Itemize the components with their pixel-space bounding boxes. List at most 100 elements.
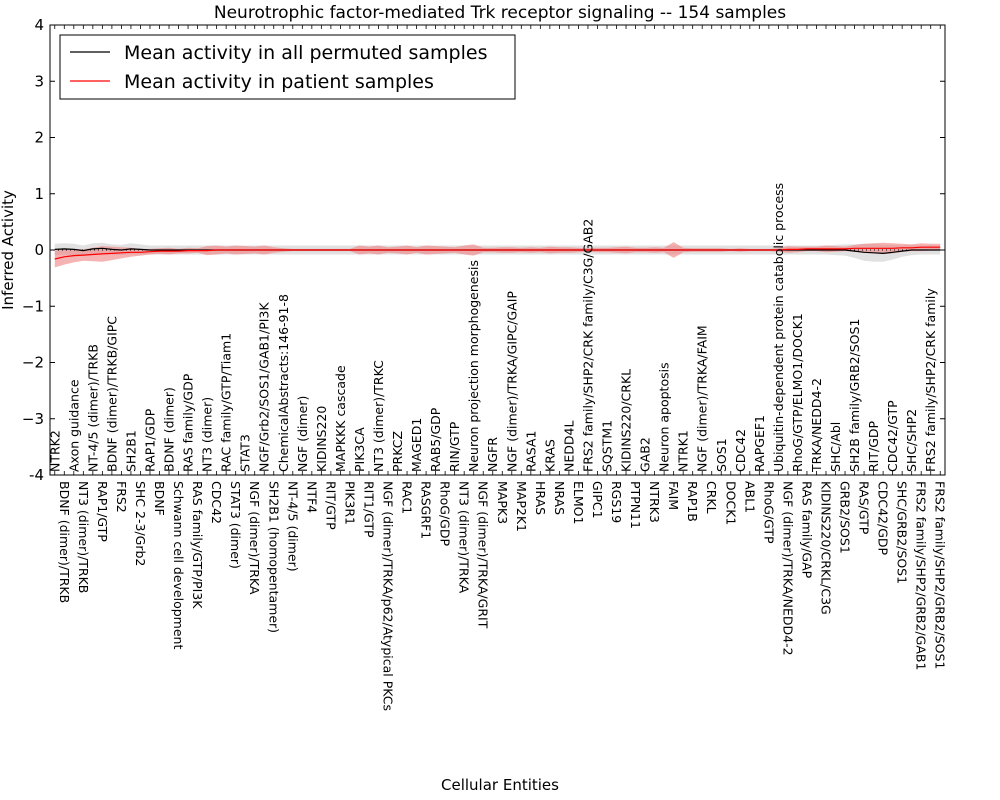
x-tick-label: RAS family/GAP (799, 481, 814, 579)
x-tick-label: SOS1 (714, 438, 729, 472)
x-tick-label: RASGRF1 (419, 481, 434, 539)
y-tick-label: −2 (22, 354, 44, 372)
legend-box (59, 34, 516, 100)
x-tick-label: GAB2 (638, 437, 653, 472)
x-tick-label: SH2B1 (homopentamer) (266, 481, 281, 633)
legend: Mean activity in all permuted samples Me… (59, 34, 516, 100)
x-tick-label: FRS2 family/SHP2/CRK family/C3G/GAB2 (581, 219, 596, 472)
x-tick-label: NRAS (552, 481, 567, 515)
x-tick-label: NGF (dimer)/TRKA/FAIM (695, 325, 710, 472)
x-tick-label: NGF (dimer)/TRKA/GIPC/GAIP (504, 291, 519, 472)
x-tick-label: NTRK1 (676, 430, 691, 472)
x-tick-label: NT3 (dimer)/TRKA (457, 481, 472, 594)
x-tick-label: FRS2 family/SHP2/GRB2/SOS1 (933, 481, 948, 669)
x-tick-label: DOCK1 (723, 481, 738, 525)
x-tick-label: CDC42/GTP (885, 400, 900, 472)
x-tick-label: Ubiquitin-dependent protein catabolic pr… (771, 183, 786, 472)
x-tick-label: RASA1 (523, 431, 538, 472)
x-tick-label: NGF (dimer)/TRKA/p62/Atypical PKCs (381, 481, 396, 711)
y-tick-label: 1 (34, 185, 44, 203)
x-tick-label: CDC42 (733, 429, 748, 472)
x-tick-label: NGF (dimer) (295, 396, 310, 472)
y-tick-label: 0 (34, 241, 44, 259)
x-tick-label: NTRK2 (47, 430, 62, 472)
x-tick-label: NEDD4L (561, 421, 576, 472)
y-tick-label: −1 (22, 297, 44, 315)
x-tick-label: FAIM (666, 481, 681, 510)
x-tick-label: RhoG/GDP (438, 481, 453, 546)
x-tick-label: MAGED1 (409, 418, 424, 472)
x-tick-label: Axon guidance (66, 379, 81, 472)
x-tick-label: ChemicalAbstracts:146-91-8 (276, 294, 291, 472)
x-tick-label: SH2B1 (123, 430, 138, 472)
x-tick-label: MAPK3 (495, 481, 510, 524)
x-tick-label: CRKL (704, 481, 719, 514)
x-tick-label: RAC1 (400, 481, 415, 514)
x-tick-label: NGF/Grb2/SOS1/GAB1/PI3K (257, 302, 272, 472)
x-tick-label: SH2B family/GRB2/SOS1 (847, 319, 862, 472)
x-tick-label: BDNF (dimer)/TRKB/GIPC (104, 316, 119, 472)
x-tick-label: NT3 (dimer)/TRKB (76, 481, 91, 593)
y-tick-label: −3 (22, 410, 44, 428)
x-tick-label: RAB5/GDP (428, 407, 443, 472)
x-tick-label: ABL1 (742, 481, 757, 513)
x-tick-label: RAS family/GDP (181, 373, 196, 472)
x-tick-label: CDC42 (209, 481, 224, 524)
x-tick-label: NT-4/5 (dimer)/TRKB (85, 344, 100, 472)
x-tick-label: NT3 (dimer)/TRKC (371, 360, 386, 472)
x-tick-label: KIDINS220 (314, 406, 329, 472)
x-tick-label: FRS2 (114, 481, 129, 513)
legend-label-patient: Mean activity in patient samples (124, 71, 434, 93)
x-tick-label: NTRK3 (647, 481, 662, 523)
x-tick-label: Neuron projection morphogenesis (466, 260, 481, 472)
x-tick-label: MAP2K1 (514, 481, 529, 532)
y-tick-label: 3 (34, 72, 44, 90)
x-tick-label: FRS2 family/SHP2/CRK family (923, 288, 938, 472)
x-tick-label: KIDINS220/CRKL (619, 369, 634, 472)
x-tick-label: TRKA/NEDD4-2 (809, 378, 824, 473)
x-tick-label: ELMO1 (571, 481, 586, 524)
y-tick-label: 4 (34, 16, 44, 34)
x-tick-label: BDNF (dimer)/TRKB (57, 481, 72, 603)
x-tick-label: HRAS (533, 481, 548, 515)
x-tick-label: PRKCZ (390, 431, 405, 472)
x-tick-label: NGF (dimer)/TRKA/NEDD4-2 (780, 481, 795, 656)
x-tick-label: RAP1B (685, 481, 700, 522)
x-tick-label: MAPKKK cascade (333, 365, 348, 472)
x-tick-label: NGF (dimer)/TRKA/GRIT (476, 481, 491, 629)
x-tick-label: RAP1/GDP (143, 408, 158, 472)
x-tick-label: RhoG/GTP/ELMO1/DOCK1 (790, 313, 805, 472)
x-tick-label: RIT/GTP (323, 481, 338, 530)
x-axis-label: Cellular Entities (441, 776, 559, 794)
x-tick-label: Neuron apoptosis (657, 362, 672, 472)
x-tick-label: KIDINS220/CRKL/C3G (819, 481, 834, 615)
legend-label-permuted: Mean activity in all permuted samples (124, 42, 487, 64)
x-tick-label: RIN/GTP (447, 421, 462, 472)
x-tick-label: PTPN11 (628, 481, 643, 529)
x-tick-label: SQSTM1 (600, 420, 615, 472)
confidence-bands (54, 242, 941, 268)
x-tick-label: RAPGEF1 (752, 415, 767, 472)
x-ticks (54, 25, 941, 475)
x-tick-label: BDNF (dimer) (162, 387, 177, 472)
line-patient (54, 246, 941, 260)
x-tick-label: RIT1/GTP (362, 481, 377, 538)
x-tick-label: RAS/GTP (857, 481, 872, 535)
x-tick-label: NT3 (dimer) (200, 397, 215, 472)
x-tick-label: RAP1/GTP (95, 481, 110, 542)
x-tick-label: CDC42/GDP (876, 481, 891, 556)
x-tick-label: RhoG/GTP (761, 481, 776, 544)
x-tick-label: RIT/GDP (866, 420, 881, 472)
plot-frame (49, 24, 946, 476)
x-tick-label: SHC/GRB2/SOS1 (895, 481, 910, 584)
series-lines (54, 246, 941, 260)
y-axis-label: Inferred Activity (0, 190, 17, 310)
x-tick-label: BDNF (152, 481, 167, 516)
band-patient (54, 242, 941, 268)
x-tick-label: PIK3CA (352, 427, 367, 472)
y-tick-label: 2 (34, 129, 44, 147)
x-tick-label: NTF4 (304, 481, 319, 513)
x-tick-label: STAT3 (dimer) (228, 481, 243, 569)
x-tick-label: RGS19 (609, 481, 624, 523)
